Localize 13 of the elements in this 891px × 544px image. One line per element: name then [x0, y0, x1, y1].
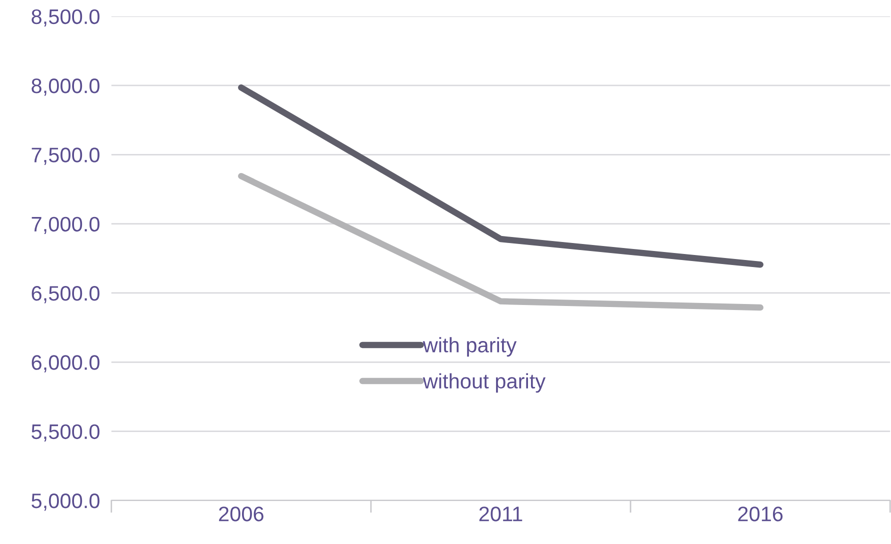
y-tick-label: 5,500.0	[32, 424, 100, 442]
x-tick-label: 2006	[219, 506, 264, 522]
y-tick-label: 8,500.0	[32, 9, 100, 27]
y-tick-label: 7,500.0	[32, 148, 100, 165]
legend-label: with parity	[422, 337, 517, 357]
y-tick-label: 5,000.0	[32, 493, 100, 511]
x-tick-label: 2016	[738, 506, 783, 522]
legend-label: without parity	[422, 373, 546, 393]
y-tick-label: 8,000.0	[32, 78, 100, 96]
x-tick-label: 2011	[479, 506, 522, 522]
y-tick-label: 6,000.0	[32, 355, 100, 372]
y-tick-label: 7,000.0	[32, 216, 100, 234]
y-tick-label: 6,500.0	[32, 286, 100, 304]
